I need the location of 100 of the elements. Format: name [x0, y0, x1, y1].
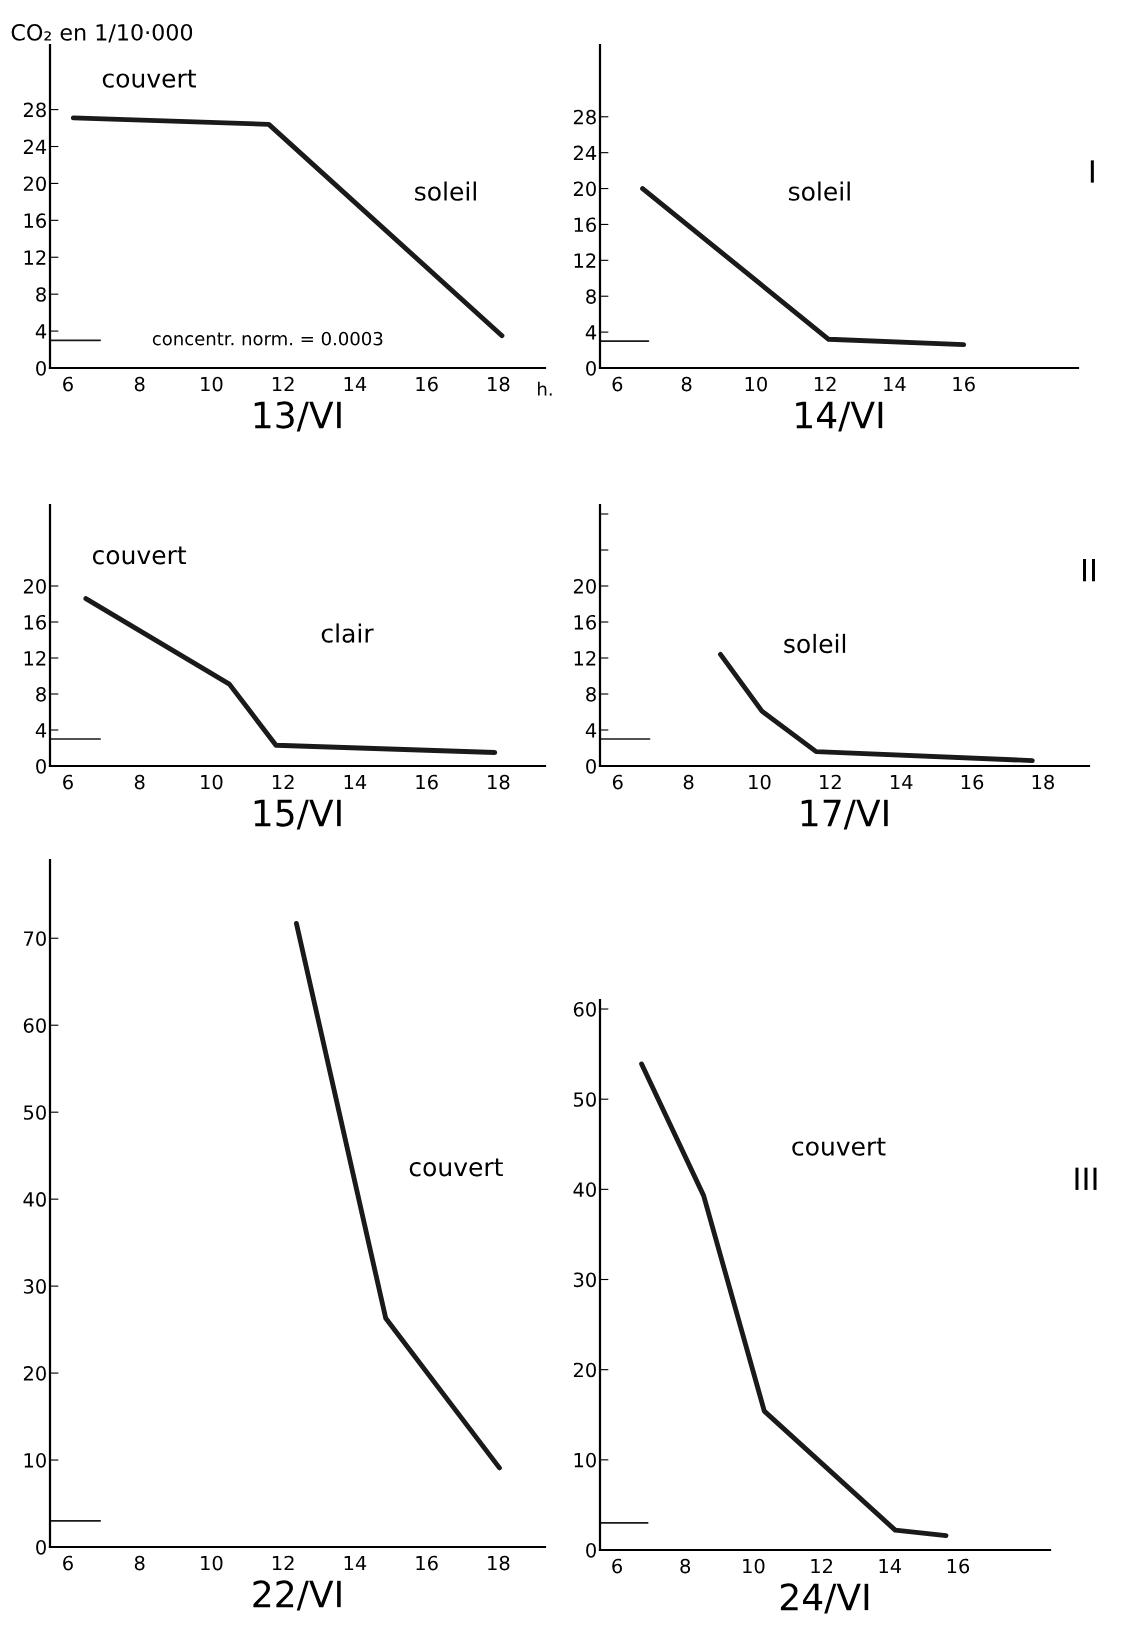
x-axis-title: 17/VI: [801, 799, 888, 830]
y-tick-label: 70: [24, 931, 46, 946]
annotation: clair: [321, 623, 374, 643]
y-tick-label: 0: [586, 758, 596, 774]
x-axis-title: 14/VI: [796, 401, 883, 432]
annotation: couvert: [92, 546, 187, 565]
y-tick-label: 50: [23, 1105, 46, 1120]
x-axis-title: 22/VI: [253, 1580, 341, 1611]
y-tick-label: 30: [573, 1272, 596, 1288]
y-tick-label: 20: [23, 1366, 46, 1381]
x-tick-label: 10: [201, 1555, 223, 1571]
text: III: [1075, 1167, 1097, 1190]
x-tick-label: 6: [63, 774, 73, 790]
x-tick-label: 10: [201, 774, 223, 790]
y-tick-label: 4: [585, 723, 597, 738]
x-tick-label: 6: [63, 376, 73, 392]
x-tick-label: 12: [272, 376, 294, 392]
y-tick-label: 8: [36, 686, 46, 702]
x-tick-label: 12: [272, 1555, 294, 1571]
x-tick-label: 16: [416, 1555, 438, 1571]
y-tick-label: 24: [573, 145, 597, 161]
x-tick-label: 16: [961, 774, 984, 790]
annotation: soleil: [788, 181, 850, 201]
x-tick-label: 14: [884, 376, 906, 392]
y-tick-label: 0: [36, 758, 46, 774]
y-tick-label: 28: [573, 109, 596, 125]
y-tick-label: 60: [573, 1001, 596, 1017]
text: I: [1090, 160, 1094, 183]
y-tick-label: 4: [585, 325, 597, 340]
x-tick-label: 8: [680, 1558, 691, 1574]
y-tick-label: 60: [23, 1018, 46, 1033]
y-tick-label: 20: [23, 176, 46, 192]
y-tick-label: 0: [586, 1542, 596, 1558]
y-tick-label: 40: [23, 1192, 46, 1207]
y-tick-label: 16: [24, 614, 46, 630]
x-tick-label: 8: [134, 376, 145, 392]
y-tick-label: 0: [36, 1539, 46, 1555]
y-tick-label: 8: [586, 686, 596, 702]
annotation: soleil: [415, 181, 476, 201]
y-tick-label: 12: [574, 650, 596, 666]
y-tick-label: 16: [574, 614, 596, 630]
y-tick-label: 24: [23, 139, 47, 154]
x-tick-label: 6: [612, 774, 623, 790]
x-tick-label: 12: [820, 774, 841, 790]
y-tick-label: 12: [24, 250, 46, 265]
y-tick-label: 50: [573, 1092, 596, 1107]
x-tick-label: 16: [953, 376, 975, 392]
annotation: couvert: [102, 69, 196, 88]
line-series: [639, 1061, 949, 1538]
x-tick-label: 10: [743, 1558, 765, 1574]
y-tick-label: 12: [24, 650, 46, 666]
x-tick-label: 6: [612, 376, 623, 392]
x-tick-label: 12: [272, 774, 294, 790]
y-tick-label: 16: [574, 217, 596, 233]
annotation: II: [1082, 559, 1096, 582]
y-tick-label: 20: [573, 578, 596, 594]
x-tick-label: 14: [344, 1555, 367, 1571]
y-tick-label: 8: [36, 287, 46, 302]
y-tick-label: 10: [24, 1452, 46, 1468]
y-tick-label: 10: [574, 1452, 596, 1468]
y-tick-label: 4: [35, 324, 47, 339]
x-axis-title: 24/VI: [780, 1583, 869, 1614]
y-tick-label: 0: [586, 360, 596, 376]
x-tick-label: 12: [811, 1558, 833, 1574]
y-tick-label: 20: [573, 1362, 596, 1378]
y-tick-label: 12: [574, 253, 596, 268]
annotation: soleil: [784, 633, 846, 654]
x-tick-label: 18: [488, 376, 510, 392]
y-tick-label: 8: [586, 289, 596, 304]
x-tick-label: 8: [681, 376, 692, 392]
x-tick-label: 6: [63, 1555, 73, 1571]
x-tick-label: 12: [814, 376, 836, 392]
y-tick-label: 20: [23, 578, 46, 594]
x-tick-label: 16: [416, 774, 438, 790]
x-axis-title: 13/VI: [254, 401, 341, 432]
y-tick-label: 28: [23, 102, 46, 118]
x-tick-label: 14: [879, 1558, 902, 1574]
y-tick-label: 40: [573, 1182, 596, 1198]
x-tick-label: 10: [749, 774, 771, 790]
x-tick-label: 16: [416, 376, 438, 392]
y-tick-label: 20: [573, 181, 596, 197]
x-tick-label: 18: [488, 774, 510, 790]
x-axis-title: 15/VI: [254, 799, 341, 830]
annotation: couvert: [792, 1137, 886, 1156]
y-tick-label: 4: [35, 723, 47, 738]
annotation: concentr. norm. = 0.0003: [152, 331, 383, 346]
x-tick-label: 6: [612, 1558, 623, 1574]
y-tick-label: 0: [36, 360, 46, 376]
y-tick-label: 16: [24, 213, 46, 229]
x-tick-label: 8: [683, 774, 694, 790]
x-tick-label: 10: [745, 376, 767, 392]
x-tick-label: 18: [1032, 774, 1054, 790]
x-tick-label: 18: [488, 1555, 510, 1571]
text: h.: [538, 381, 552, 396]
x-tick-label: 14: [890, 774, 913, 790]
y-tick-label: 30: [23, 1279, 46, 1294]
x-tick-label: 16: [947, 1558, 970, 1574]
annotation: couvert: [409, 1158, 503, 1177]
x-tick-label: 10: [201, 376, 223, 392]
x-tick-label: 14: [344, 376, 367, 392]
